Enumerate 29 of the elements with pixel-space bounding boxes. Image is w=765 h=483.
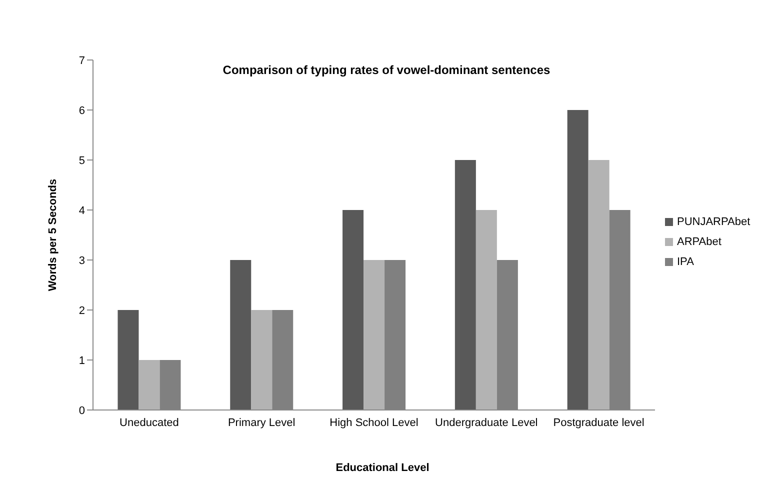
- bar: [138, 360, 160, 410]
- y-tick-label: 5: [78, 154, 85, 167]
- y-tick-label: 4: [78, 204, 85, 217]
- bar: [118, 310, 139, 410]
- bar: [588, 160, 610, 410]
- legend-label: PUNJARPAbet: [677, 216, 750, 228]
- y-tick-label: 7: [78, 54, 85, 67]
- bar: [454, 160, 476, 410]
- bar: [230, 260, 252, 410]
- x-tick-label: High School Level: [330, 416, 418, 429]
- y-tick-label: 3: [78, 254, 85, 267]
- legend-label: IPA: [677, 256, 694, 268]
- bar: [364, 260, 385, 410]
- x-tick-label: Postgraduate level: [553, 416, 644, 429]
- y-axis-title: Words per 5 Seconds: [47, 178, 59, 292]
- bar: [251, 310, 272, 410]
- chart-title: Comparison of typing rates of vowel-dominant sentences: [222, 63, 552, 77]
- bar: [476, 210, 497, 410]
- y-tick-label: 1: [78, 354, 85, 367]
- x-tick-label: Primary Level: [228, 416, 296, 429]
- x-axis-title: Educational Level: [334, 462, 430, 474]
- x-tick-label: Undergraduate Level: [435, 416, 538, 429]
- y-tick-label: 0: [78, 404, 85, 417]
- y-tick-label: 6: [78, 104, 85, 117]
- bar: [567, 110, 588, 410]
- legend-label: ARPAbet: [677, 236, 722, 248]
- y-tick-label: 2: [78, 304, 85, 317]
- bar: [342, 210, 364, 410]
- x-tick-label: Uneducated: [120, 416, 179, 429]
